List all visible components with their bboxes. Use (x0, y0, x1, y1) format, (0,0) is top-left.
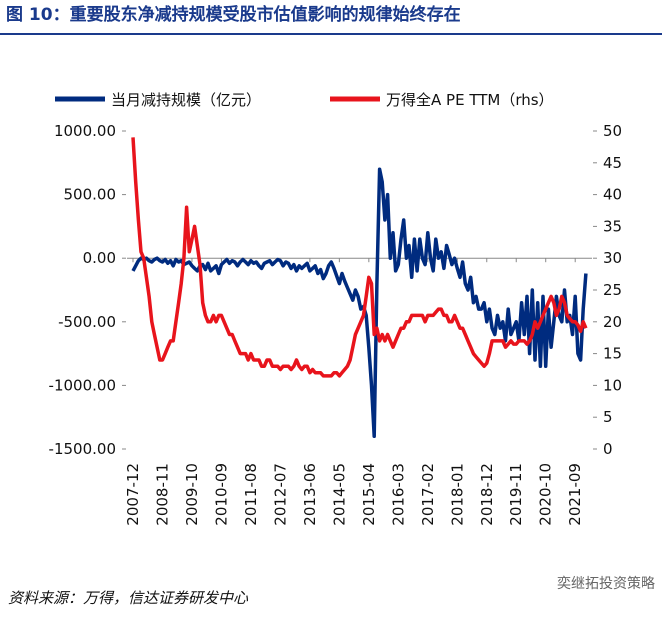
y-tick-label: -1500.00 (49, 440, 116, 458)
y2-tick-label: 20 (603, 313, 622, 331)
watermark: 奕继拓投资策略 (557, 575, 655, 592)
x-tick-label: 2018-01 (448, 463, 466, 526)
line-series (131, 167, 588, 439)
x-tick-label: 2017-02 (419, 463, 437, 526)
y2-tick-label: 50 (603, 122, 622, 140)
x-tick-label: 2007-12 (124, 463, 142, 526)
y-tick-label: -500.00 (58, 313, 116, 331)
x-tick-label: 2008-11 (153, 463, 171, 526)
y2-tick-label: 35 (603, 217, 622, 235)
chart-title: 图 10：重要股东净减持规模受股市估值影响的规律始终存在 (6, 4, 461, 25)
source-note: 资料来源：万得，信达证券研发中心 (8, 589, 249, 607)
y-tick-label: 0.00 (83, 249, 116, 267)
y2-tick-label: 10 (603, 376, 622, 394)
y-tick-label: -1000.00 (49, 376, 116, 394)
x-tick-label: 2012-07 (271, 463, 289, 526)
x-tick-label: 2020-10 (537, 463, 555, 526)
x-tick-label: 2015-04 (360, 463, 378, 526)
x-tick-label: 2011-08 (242, 463, 260, 526)
x-tick-label: 2014-05 (330, 463, 348, 526)
y2-tick-label: 45 (603, 154, 622, 172)
y-tick-label: 500.00 (64, 186, 117, 204)
y-tick-label: 1000.00 (54, 122, 116, 140)
x-tick-label: 2021-09 (566, 463, 584, 526)
y2-tick-label: 15 (603, 345, 622, 363)
y2-tick-label: 0 (603, 440, 613, 458)
x-tick-label: 2019-11 (507, 463, 525, 526)
y2-tick-label: 30 (603, 249, 622, 267)
x-tick-label: 2018-12 (478, 463, 496, 526)
y2-tick-label: 25 (603, 281, 622, 299)
x-tick-label: 2009-10 (183, 463, 201, 526)
y2-tick-label: 40 (603, 186, 622, 204)
line-series (131, 137, 588, 378)
legend-label: 当月减持规模（亿元） (111, 91, 261, 109)
x-tick-label: 2013-06 (301, 463, 319, 526)
x-tick-label: 2016-03 (389, 463, 407, 526)
y2-tick-label: 5 (603, 408, 613, 426)
x-tick-label: 2010-09 (212, 463, 230, 526)
legend-label: 万得全A PE TTM（rhs） (386, 91, 554, 109)
